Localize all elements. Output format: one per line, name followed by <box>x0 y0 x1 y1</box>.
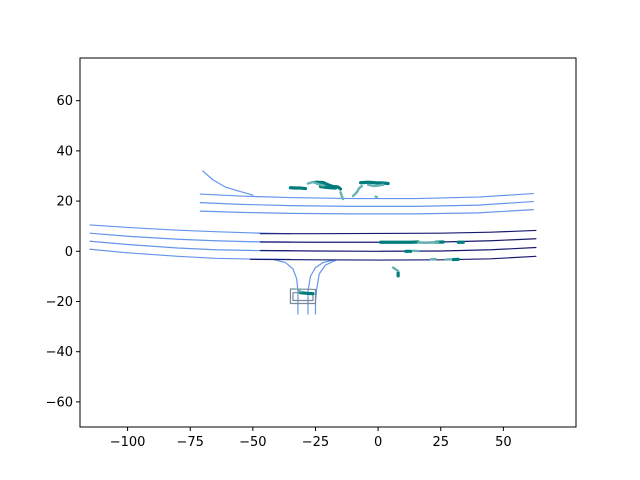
series-line-track-light-38 <box>296 288 302 293</box>
x-tick-label: −75 <box>177 435 204 450</box>
series-line-track-light-31 <box>366 183 385 188</box>
series-line-lane-light-7 <box>202 170 254 196</box>
series-line-track-dark-18 <box>313 180 343 191</box>
x-tick-label: 25 <box>432 435 449 450</box>
series-line-lane-light-9 <box>307 259 334 315</box>
series-line-track-light-35 <box>391 266 400 273</box>
y-tick-label: 20 <box>56 195 73 210</box>
series-line-lane-dark-13 <box>259 246 537 252</box>
y-tick-label: −40 <box>46 345 73 360</box>
series-line-track-light-28 <box>306 180 325 187</box>
series-line-track-dark-20 <box>358 180 390 186</box>
series-layer <box>89 170 537 315</box>
plot-area-frame <box>79 57 577 428</box>
series-line-lane-light-5 <box>199 200 535 207</box>
series-line-lane-dark-14 <box>249 255 537 261</box>
x-tick-label: 0 <box>374 435 382 450</box>
series-line-track-light-32 <box>374 195 379 199</box>
y-tick-label: 0 <box>65 245 73 260</box>
y-tick-label: −20 <box>46 295 73 310</box>
y-tick-label: −60 <box>46 395 73 410</box>
x-tick-label: −50 <box>239 435 266 450</box>
x-tick-label: 50 <box>495 435 512 450</box>
series-line-track-dark-26 <box>298 291 315 296</box>
series-line-lane-light-1 <box>89 232 292 243</box>
series-line-lane-light-2 <box>89 240 292 252</box>
series-line-track-dark-19 <box>318 184 338 190</box>
series-line-lane-light-10 <box>314 259 337 315</box>
x-tick-label: −100 <box>110 435 146 450</box>
axis-layer: −100 −75 −50 −25 0 25 50 −60 −40 −20 0 20 40 60 <box>46 94 512 450</box>
series-line-track-dark-17 <box>288 186 308 191</box>
series-line-lane-light-0 <box>89 224 292 235</box>
y-tick-label: 40 <box>56 144 73 159</box>
x-tick-label: −25 <box>302 435 329 450</box>
series-line-track-light-29 <box>339 191 345 201</box>
series-line-lane-light-6 <box>199 209 535 215</box>
series-line-crosswalk-15 <box>289 288 317 305</box>
series-line-lane-dark-11 <box>259 229 537 235</box>
series-line-lane-light-4 <box>199 192 535 200</box>
series-line-track-light-30 <box>351 184 364 198</box>
y-tick-label: 60 <box>56 94 73 109</box>
series-line-lane-light-8 <box>272 258 299 315</box>
